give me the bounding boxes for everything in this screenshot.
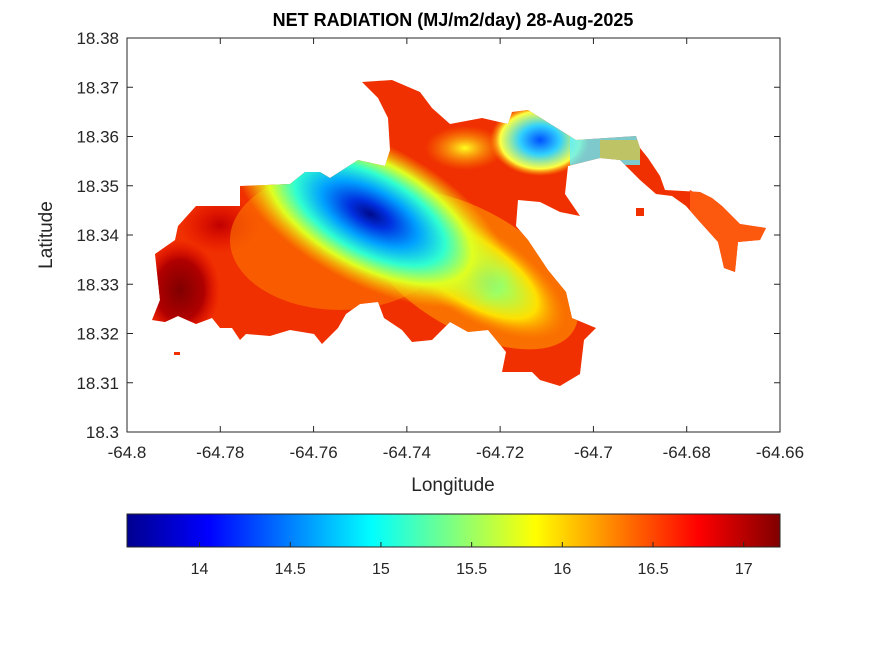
x-tick-label: -64.78 [196,443,244,462]
chart-title: NET RADIATION (MJ/m2/day) 28-Aug-2025 [273,10,634,30]
x-axis-label: Longitude [411,475,494,496]
colorbar: 14 14.5 15 15.5 16 16.5 17 [126,513,781,578]
x-tick-label: -64.72 [476,443,524,462]
colorbar-tick-label: 15.5 [456,561,487,578]
colorbar-ticks: 14 14.5 15 15.5 16 16.5 17 [191,542,753,578]
colorbar-tick-label: 17 [735,561,753,578]
y-tick-label: 18.32 [76,325,119,344]
colorbar-tick-label: 16.5 [637,561,668,578]
x-tick-label: -64.74 [383,443,431,462]
x-tick-label: -64.76 [289,443,337,462]
y-tick-label: 18.36 [76,128,119,147]
x-tick-label: -64.7 [574,443,613,462]
x-tick-label: -64.8 [108,443,147,462]
y-tick-label: 18.38 [76,29,119,48]
colorbar-tick-label: 16 [553,561,571,578]
y-axis-ticks: 18.3 18.31 18.32 18.33 18.34 18.35 18.36 18.37 1… [76,29,780,442]
colorbar-tick-label: 14 [191,561,209,578]
colorbar-tick-label: 14.5 [275,561,306,578]
colorbar-tick-label: 15 [372,561,390,578]
x-tick-label: -64.66 [756,443,804,462]
x-axis-ticks: -64.8 -64.78 -64.76 -64.74 -64.72 -64.7 -64.68… [108,38,804,462]
y-tick-label: 18.31 [76,374,119,393]
y-tick-label: 18.35 [76,177,119,196]
x-tick-label: -64.68 [663,443,711,462]
y-tick-label: 18.3 [86,423,119,442]
y-tick-label: 18.37 [76,78,119,97]
y-tick-label: 18.33 [76,275,119,294]
colorbar-gradient [126,513,781,548]
y-tick-label: 18.34 [76,226,119,245]
y-axis-label: Latitude [36,201,57,269]
map-axes: -64.8 -64.78 -64.76 -64.74 -64.72 -64.7 -64.68… [76,29,804,462]
